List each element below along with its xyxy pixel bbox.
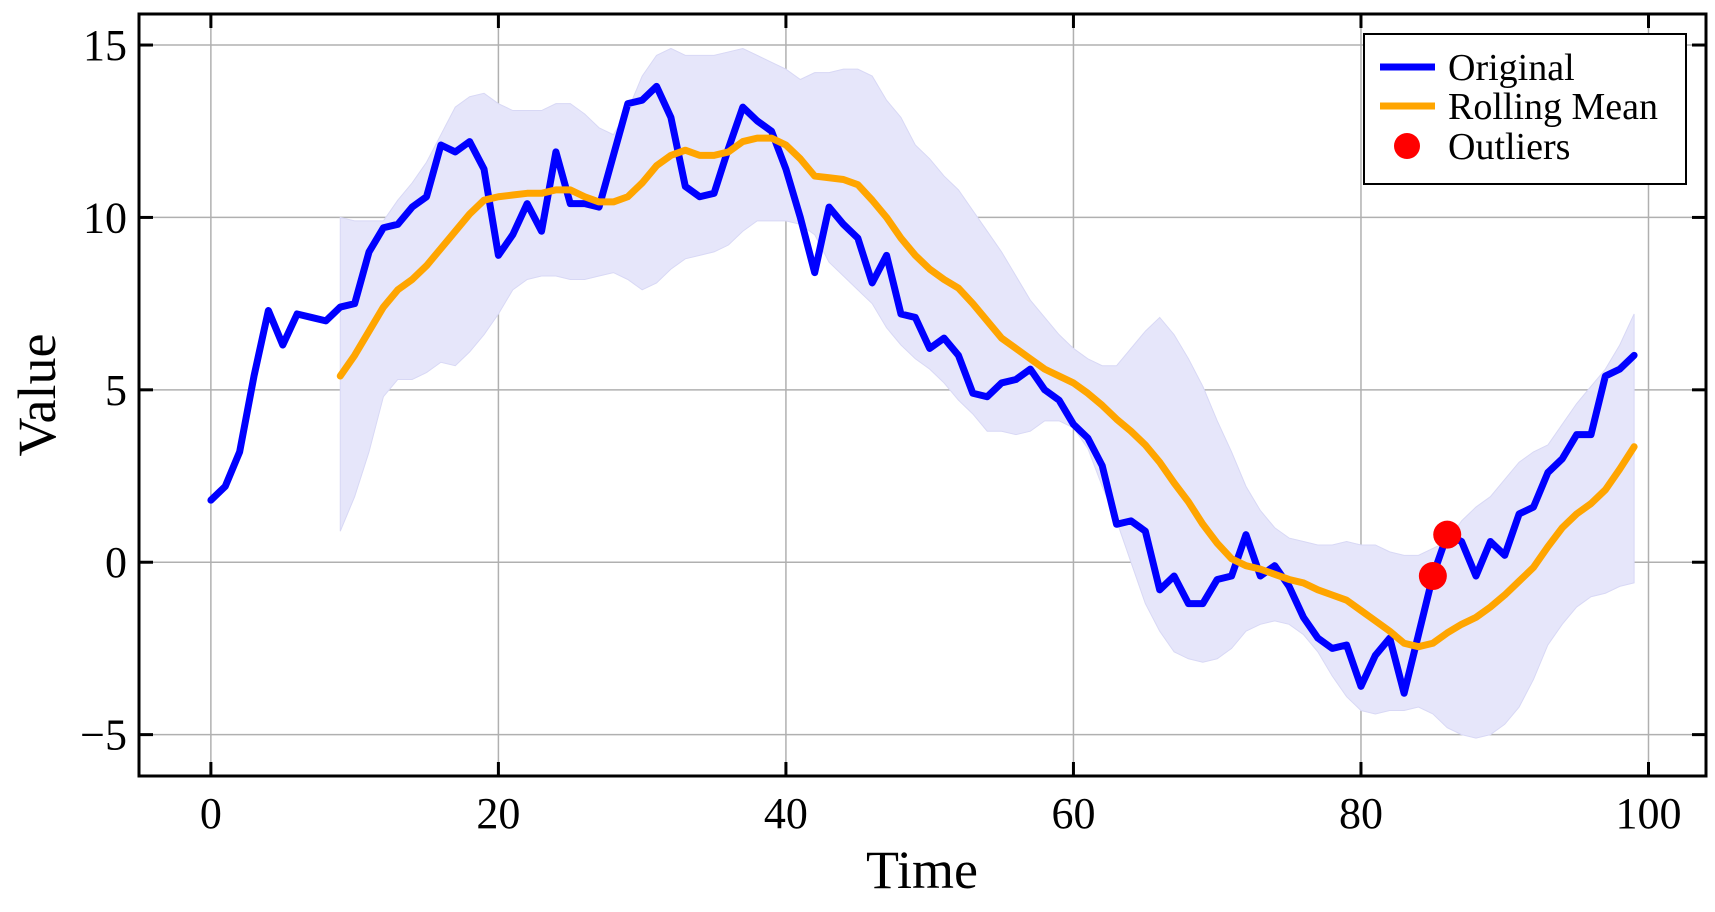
y-tick-label-1: 0: [105, 538, 127, 587]
x-tick-label-3: 60: [1051, 789, 1095, 838]
x-tick-label-1: 20: [476, 789, 520, 838]
x-tick-label-5: 100: [1615, 789, 1681, 838]
plot-frame: [137, 12, 1708, 778]
y-tick-label-3: 10: [83, 193, 127, 242]
y-axis-title: Value: [7, 334, 67, 457]
legend-outliers-label: Outliers: [1448, 126, 1570, 168]
legend-rolling-mean-label: Rolling Mean: [1448, 86, 1658, 128]
outlier-point: [1433, 520, 1462, 549]
tick-labels: 0 20 40 60 80 100 −5 0 5 10 15: [80, 21, 1681, 838]
legend: Original Rolling Mean Outliers: [1363, 33, 1687, 185]
y-tick-label-0: −5: [80, 711, 127, 760]
x-tick-label-0: 0: [200, 789, 222, 838]
axis-ticks: [139, 14, 1706, 776]
outlier-point: [1418, 562, 1447, 591]
legend-outliers-swatch: [1394, 133, 1420, 159]
rolling-mean-series-line: [336, 134, 1638, 651]
y-tick-label-2: 5: [105, 366, 127, 415]
x-tick-label-4: 80: [1339, 789, 1383, 838]
original-series-line: [207, 82, 1638, 697]
x-tick-label-2: 40: [764, 789, 808, 838]
outlier-points: [1418, 520, 1462, 591]
x-axis-title: Time: [866, 840, 978, 900]
legend-original-label: Original: [1448, 47, 1575, 89]
y-tick-label-4: 15: [83, 21, 127, 70]
